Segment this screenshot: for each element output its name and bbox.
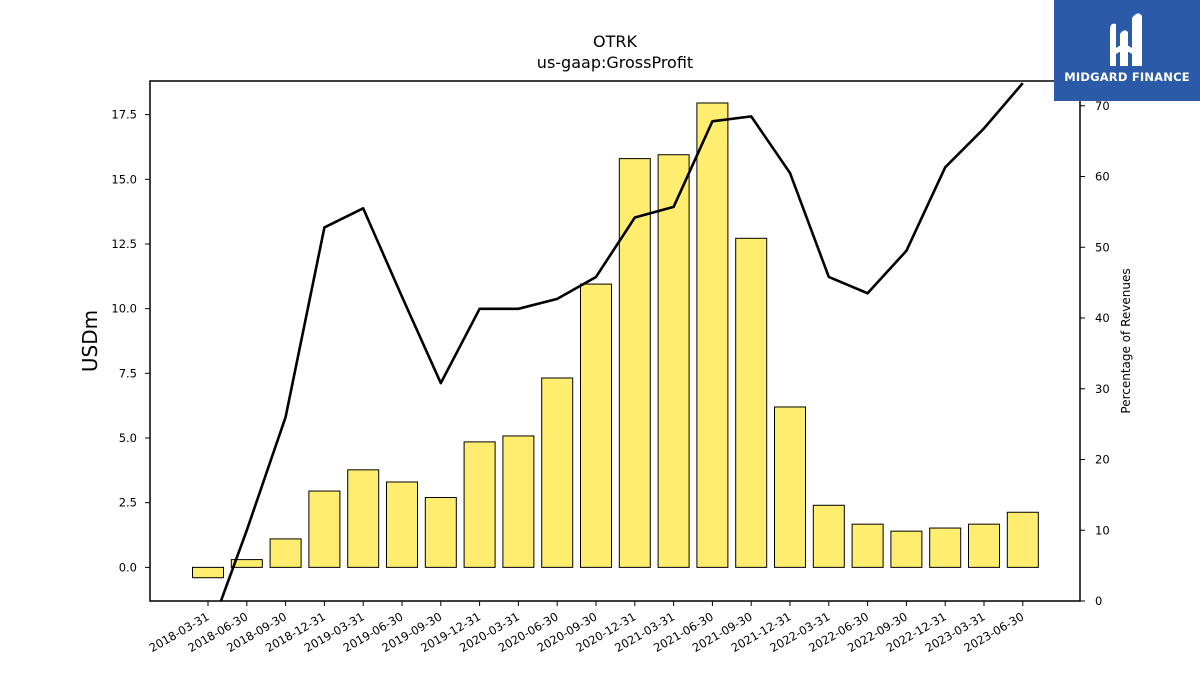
bar-2023-03-31 (968, 523, 1000, 568)
bar-2019-03-31 (347, 469, 380, 568)
y2-tick-label: 40 (1095, 311, 1110, 325)
percentage-line (219, 82, 1024, 601)
bar-2020-12-31 (618, 158, 651, 568)
line-group (219, 82, 1024, 601)
bar-2019-09-30 (424, 497, 457, 568)
bars-group (192, 102, 1039, 579)
bar-2022-03-31 (812, 504, 845, 568)
y-tick-label: 2.5 (119, 496, 137, 510)
y2-axis-ticks: 0 10 20 30 40 50 60 70 (1080, 99, 1110, 608)
bar-2022-12-31 (929, 527, 962, 568)
midgard-finance-logo: MIDGARD FINANCE (1054, 0, 1200, 101)
y-tick-label: 10.0 (111, 302, 137, 316)
y-axis-label: USDm (78, 310, 102, 372)
bar-2018-03-31 (192, 566, 224, 579)
y-tick-label: 12.5 (111, 237, 137, 251)
y2-tick-label: 60 (1095, 170, 1110, 184)
bar-2022-09-30 (890, 530, 923, 568)
bar-2020-06-30 (541, 377, 574, 568)
y-tick-label: 0.0 (119, 560, 137, 574)
bar-2022-06-30 (851, 523, 884, 568)
y2-tick-label: 50 (1095, 240, 1110, 254)
y2-axis-label: Percentage of Revenues (1119, 268, 1133, 413)
y-axis-ticks: 0.0 2.5 5.0 7.5 10.0 12.5 15.0 17.5 (111, 108, 150, 574)
bar-2023-06-30 (1006, 511, 1039, 568)
y2-tick-label: 20 (1095, 453, 1110, 467)
y-tick-label: 17.5 (111, 108, 137, 122)
chart-title: OTRK (593, 32, 637, 51)
bar-2021-06-30 (696, 102, 729, 568)
chart-subtitle: us-gaap:GrossProfit (537, 53, 693, 72)
y2-tick-label: 10 (1095, 523, 1110, 537)
y-tick-label: 15.0 (111, 172, 137, 186)
bar-2020-03-31 (502, 435, 535, 568)
bar-2019-06-30 (386, 481, 418, 568)
bar-2018-06-30 (230, 559, 263, 568)
y2-tick-label: 30 (1095, 382, 1110, 396)
y2-tick-label: 0 (1095, 594, 1102, 608)
bar-2019-12-31 (463, 441, 496, 568)
y-tick-label: 5.0 (119, 431, 137, 445)
y2-tick-label: 70 (1095, 99, 1110, 113)
x-axis-ticks: 2018-03-312018-06-302018-09-302018-12-31… (147, 601, 1026, 655)
y-tick-label: 7.5 (119, 366, 137, 380)
bar-2021-12-31 (774, 406, 806, 568)
logo-text: MIDGARD FINANCE (1064, 70, 1190, 84)
bar-2021-03-31 (657, 154, 690, 568)
logo-mark-icon (1110, 13, 1142, 67)
bar-2018-12-31 (308, 490, 341, 568)
bar-2021-09-30 (735, 237, 768, 568)
bar-2018-09-30 (269, 538, 302, 568)
bar-2020-09-30 (580, 283, 612, 568)
plot-frame (149, 80, 1081, 602)
